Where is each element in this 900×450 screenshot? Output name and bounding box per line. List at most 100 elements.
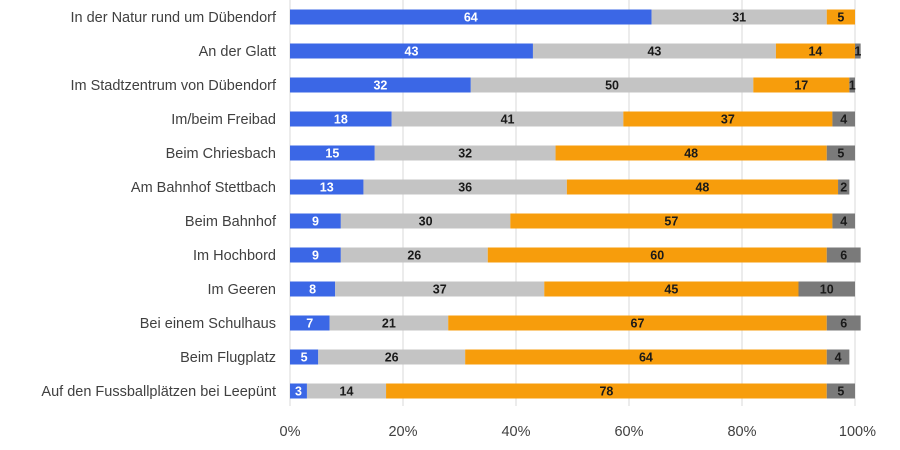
bar-segment [855, 43, 861, 59]
data-label: 18 [334, 113, 348, 127]
bar-segment [826, 349, 850, 365]
data-label: 45 [664, 283, 678, 297]
bar-segment [290, 77, 471, 93]
data-label: 36 [458, 181, 472, 195]
data-label: 8 [309, 283, 316, 297]
bar-segment [290, 9, 652, 25]
data-label: 13 [320, 181, 334, 195]
data-label: 37 [433, 283, 447, 297]
data-label: 2 [840, 181, 847, 195]
data-label: 32 [458, 147, 472, 161]
bar-segment [290, 213, 341, 229]
data-label: 30 [419, 215, 433, 229]
category-label: Beim Flugplatz [180, 350, 276, 366]
data-label: 26 [407, 249, 421, 263]
category-label: Im Hochbord [193, 248, 276, 264]
data-label: 17 [794, 79, 808, 93]
x-tick-label: 100% [839, 424, 876, 440]
bar-segment [826, 247, 861, 263]
bar-segment [826, 145, 855, 161]
bar-segment [374, 145, 556, 161]
data-label: 5 [837, 11, 844, 25]
data-label: 1 [849, 79, 856, 93]
x-tick-label: 0% [280, 424, 301, 440]
bar-segment [826, 315, 861, 331]
data-label: 64 [464, 11, 478, 25]
bar-segment [290, 247, 341, 263]
data-label: 4 [840, 113, 847, 127]
bars: 64 31 543 43 14 132 50 17 118 41 37 415 32 48 513 36 48 2… [290, 9, 861, 399]
data-label: 4 [840, 215, 847, 229]
bar-segment [510, 213, 833, 229]
data-label: 9 [312, 249, 319, 263]
data-label: 5 [301, 351, 308, 365]
data-label: 7 [306, 317, 313, 331]
bar-segment [651, 9, 827, 25]
bar-segment [335, 281, 545, 297]
category-label: Beim Bahnhof [185, 214, 277, 230]
data-label: 37 [721, 113, 735, 127]
data-label: 14 [340, 385, 354, 399]
bar-segment [826, 383, 855, 399]
data-label: 14 [808, 45, 822, 59]
bar-segment [448, 315, 827, 331]
bar-segment [329, 315, 449, 331]
bar-segment [544, 281, 799, 297]
data-label: 31 [732, 11, 746, 25]
bar-segment [318, 349, 466, 365]
bar-segment [290, 349, 319, 365]
bar-segment [290, 315, 330, 331]
x-tick-label: 40% [501, 424, 530, 440]
bar-segment [826, 9, 855, 25]
data-label: 10 [820, 283, 834, 297]
x-tick-label: 20% [388, 424, 417, 440]
data-label: 5 [837, 385, 844, 399]
bar-segment [832, 111, 855, 127]
data-label: 78 [599, 385, 613, 399]
bar-segment [470, 77, 754, 93]
data-label: 48 [695, 181, 709, 195]
data-label: 9 [312, 215, 319, 229]
category-label: Beim Chriesbach [166, 146, 276, 162]
data-label: 5 [837, 147, 844, 161]
bar-segment [290, 179, 364, 195]
category-label: Am Bahnhof Stettbach [131, 180, 276, 196]
bar-segment [391, 111, 624, 127]
bar-segment [290, 281, 336, 297]
bar-segment [290, 43, 533, 59]
bar-segment [290, 111, 392, 127]
bar-segment [832, 213, 855, 229]
x-tick-label: 80% [727, 424, 756, 440]
data-label: 32 [373, 79, 387, 93]
bar-segment [566, 179, 839, 195]
bar-segment [340, 213, 511, 229]
category-label: An der Glatt [199, 44, 276, 60]
data-label: 6 [840, 249, 847, 263]
data-label: 67 [631, 317, 645, 331]
x-axis-tick-labels: 0% 20% 40% 60% 80% 100% [280, 424, 877, 440]
data-label: 64 [639, 351, 653, 365]
data-label: 15 [325, 147, 339, 161]
bar-segment [753, 77, 850, 93]
bar-segment [306, 383, 387, 399]
data-label: 50 [605, 79, 619, 93]
bar-segment [532, 43, 776, 59]
x-tick-label: 60% [614, 424, 643, 440]
data-label: 21 [382, 317, 396, 331]
bar-segment [775, 43, 855, 59]
bar-segment [555, 145, 827, 161]
data-label: 41 [501, 113, 515, 127]
bar-segment [465, 349, 827, 365]
data-label: 48 [684, 147, 698, 161]
bar-segment [849, 77, 855, 93]
data-label: 57 [664, 215, 678, 229]
category-label: Im/beim Freibad [171, 112, 276, 128]
category-labels: In der Natur rund um Dübendorf An der Gla… [41, 10, 277, 400]
data-label: 4 [835, 351, 842, 365]
bar-segment [290, 145, 375, 161]
bar-segment [838, 179, 850, 195]
gridlines [289, 0, 856, 406]
data-label: 26 [385, 351, 399, 365]
category-label: Im Geeren [208, 282, 277, 298]
